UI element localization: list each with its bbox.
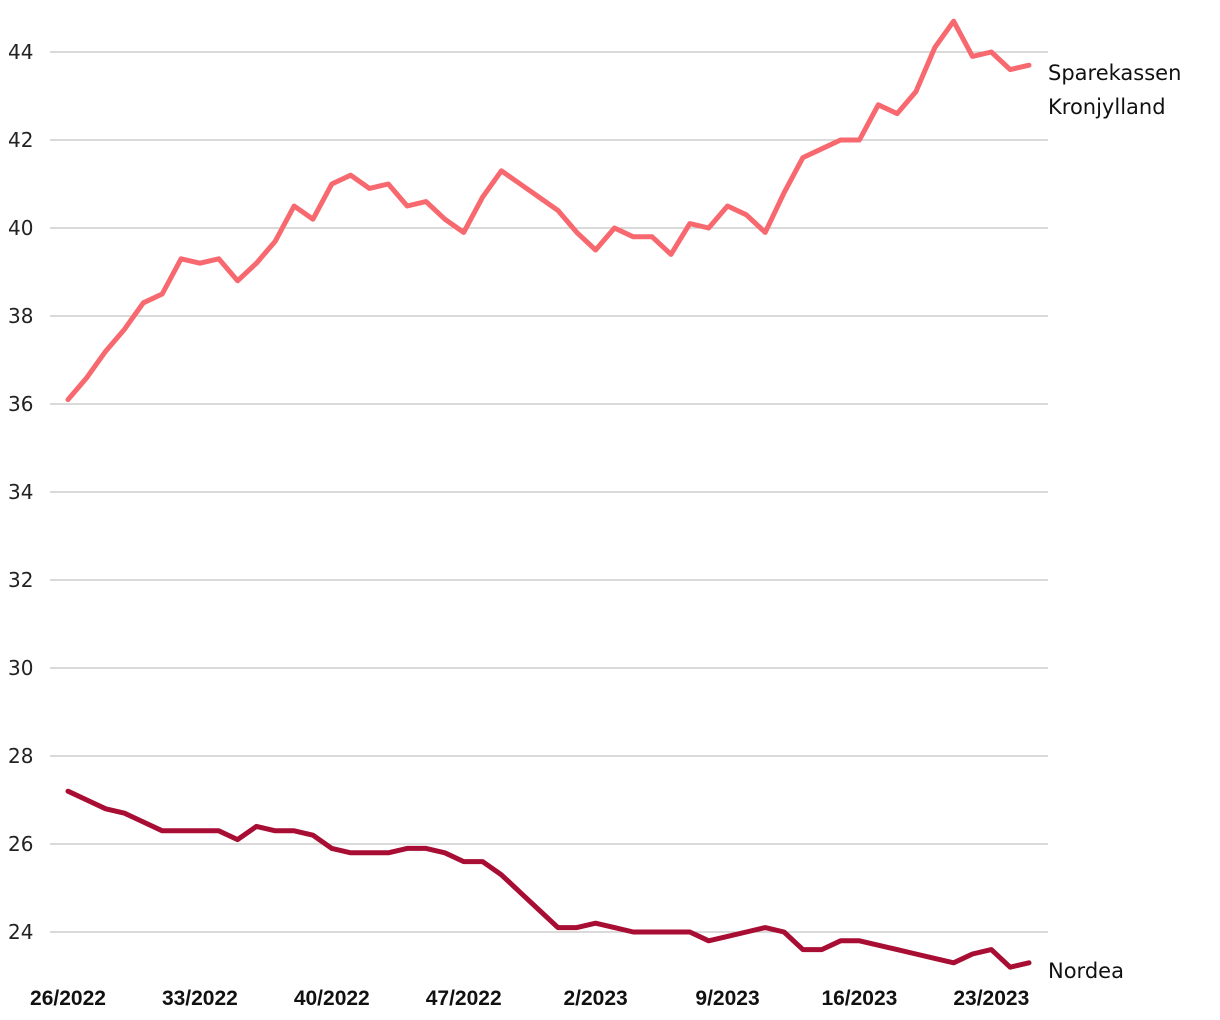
series-label: Nordea [1048,959,1124,983]
x-tick-label: 16/2023 [821,987,897,1010]
y-tick-label: 26 [8,832,33,856]
y-tick-label: 36 [8,392,33,416]
series-line-nordea [65,788,1032,970]
series-labels: Sparekassen Kronjylland Nordea [1048,61,1181,983]
y-tick-label: 44 [8,40,33,64]
x-tick-label: 2/2023 [563,987,627,1010]
x-tick-label: 9/2023 [695,987,759,1010]
y-tick-label: 30 [8,656,33,680]
y-axis-ticks: 24 26 28 30 32 34 36 38 40 42 44 [8,40,33,944]
x-tick-label: 40/2022 [294,987,370,1010]
x-tick-label: 26/2022 [30,987,106,1010]
series-label: Sparekassen [1048,61,1181,85]
series-label: Kronjylland [1048,95,1166,119]
y-tick-label: 40 [8,216,33,240]
y-tick-label: 42 [8,128,33,152]
x-tick-label: 47/2022 [426,987,502,1010]
x-tick-label: 23/2023 [953,987,1029,1010]
x-axis-ticks: 26/2022 33/2022 40/2022 47/2022 2/2023 9/2023… [30,987,1029,1010]
y-tick-label: 24 [8,920,33,944]
y-tick-label: 28 [8,744,33,768]
series-line-sparekassen-kronjylland [65,18,1032,403]
x-tick-label: 33/2022 [162,987,238,1010]
gridlines [50,51,1048,933]
y-tick-label: 34 [8,480,33,504]
y-tick-label: 32 [8,568,33,592]
series-lines [65,18,1032,970]
y-tick-label: 38 [8,304,33,328]
